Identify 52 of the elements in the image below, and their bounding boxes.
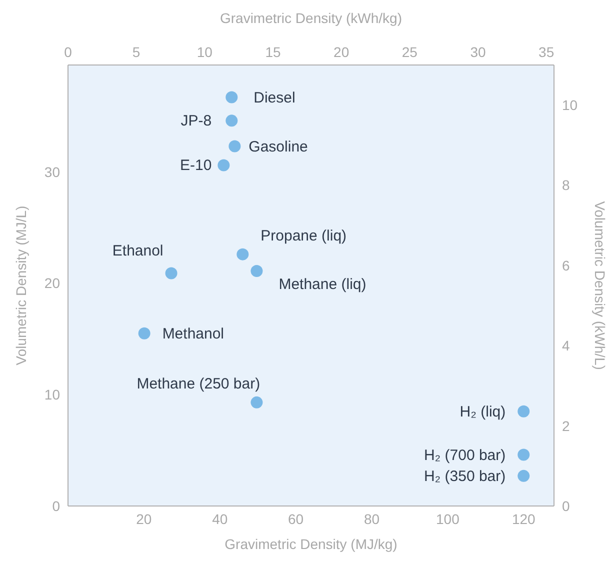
x-tick-label: 80: [364, 510, 380, 527]
y2-tick-label: 0: [562, 498, 570, 514]
point: [518, 470, 530, 482]
x-axis-title: Gravimetric Density (MJ/kg): [224, 536, 398, 552]
y-tick-label: 20: [44, 275, 60, 292]
y-tick-label: 30: [44, 164, 60, 180]
y2-tick-label: 10: [562, 97, 578, 114]
y-axis-title: Volumetric Density (MJ/L): [12, 206, 29, 366]
x2-tick-label: 35: [538, 44, 554, 60]
y-tick-label: 10: [44, 386, 60, 403]
annotation: Ethanol: [112, 242, 164, 260]
x-tick-label: 120: [512, 510, 536, 527]
annotation: JP-8: [180, 112, 212, 130]
annotation: Methanol: [162, 325, 224, 342]
point: [518, 405, 530, 418]
point: [250, 265, 263, 278]
y2-tick-label: 4: [562, 338, 570, 354]
point: [218, 159, 230, 172]
annotation: Methane (250 bar): [136, 375, 260, 392]
point: [226, 114, 238, 127]
point: [518, 448, 530, 461]
annotation: Propane (liq): [260, 227, 347, 244]
point: [226, 91, 238, 104]
x2-tick-label: 25: [402, 44, 418, 60]
annotation: E-10: [180, 157, 212, 174]
x2-tick-label: 15: [265, 44, 282, 60]
y2-tick-label: 8: [562, 177, 570, 194]
point: [250, 396, 263, 408]
y2-tick-label: 2: [562, 418, 570, 434]
annotation: H₂ (700 bar): [424, 446, 506, 464]
x2-tick-label: 20: [334, 44, 350, 60]
point: [236, 248, 249, 260]
x-tick-label: 20: [136, 510, 152, 527]
annotation: H₂ (350 bar): [424, 468, 506, 485]
y2-axis-title: Volumetric Density (kWh/L): [592, 201, 607, 370]
y2-tick-label: 6: [562, 257, 570, 274]
point: [138, 327, 150, 340]
x-tick-label: 60: [288, 510, 304, 527]
x2-tick-label: 10: [196, 44, 213, 60]
point: [228, 140, 241, 152]
x2-tick-label: 30: [470, 44, 486, 60]
annotation: H₂ (liq): [460, 403, 506, 420]
y-tick-label: 0: [52, 498, 60, 514]
point: [165, 267, 178, 280]
x2-tick-label: 5: [132, 44, 140, 60]
x-tick-label: 40: [212, 510, 228, 527]
annotation: Diesel: [254, 89, 296, 106]
x2-axis-title: Gravimetric Density (kWh/kg): [220, 10, 402, 26]
annotation: Gasoline: [248, 138, 308, 156]
x2-tick-label: 0: [64, 44, 72, 60]
annotation: Methane (liq): [278, 276, 366, 294]
x-tick-label: 100: [436, 510, 460, 527]
